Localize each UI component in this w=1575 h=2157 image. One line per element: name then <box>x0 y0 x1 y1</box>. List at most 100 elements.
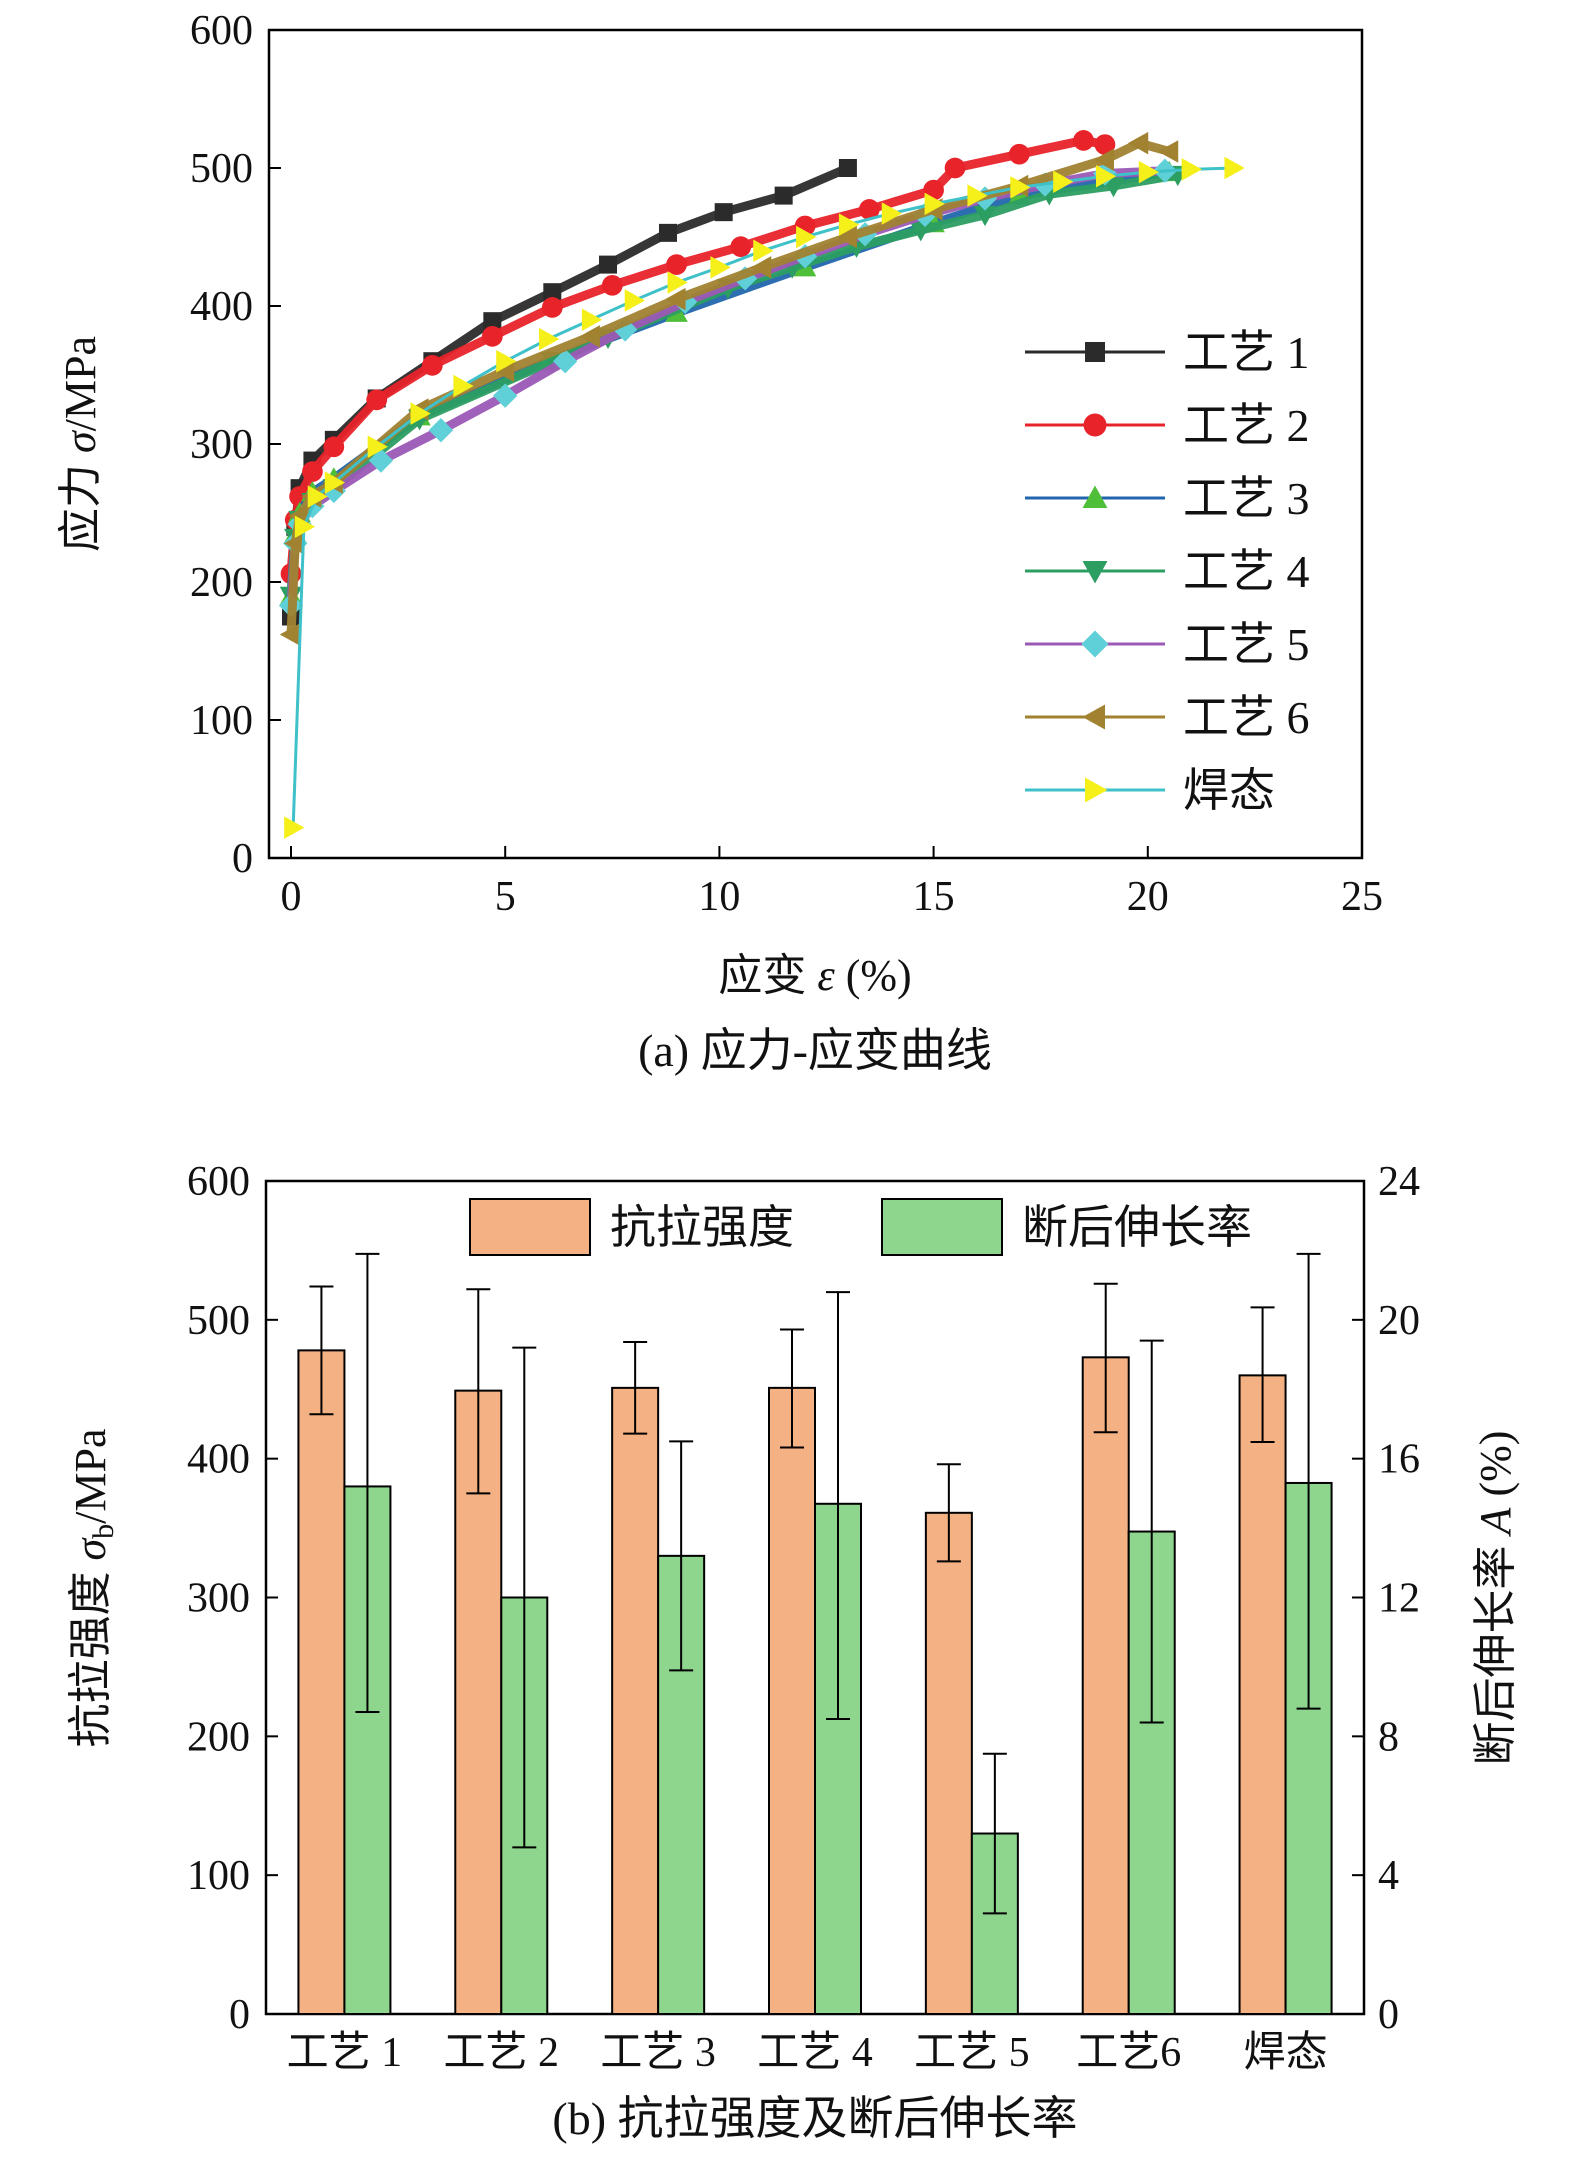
data-point-a <box>581 308 603 332</box>
legend-entry-a: 焊态 <box>1025 765 1275 816</box>
x-tick-label-b: 工艺6 <box>1076 2030 1181 2076</box>
legend-label-a: 焊态 <box>1183 765 1275 816</box>
legend-label-b: 抗拉强度 <box>610 1202 794 1253</box>
series-line-a <box>286 166 1170 610</box>
data-point-a <box>710 256 731 279</box>
legend-label-a: 工艺 3 <box>1183 473 1310 524</box>
data-point-a <box>973 205 997 227</box>
legend-marker-a <box>1082 561 1108 584</box>
plot-area-b <box>297 1252 1333 2016</box>
y2-tick-label-b: 0 <box>1378 1992 1399 2038</box>
data-point-a <box>1181 158 1202 181</box>
data-point-a <box>284 532 305 555</box>
y-tick-label-b: 500 <box>187 1298 250 1344</box>
data-point-a <box>730 236 752 258</box>
x-tick-label-b: 工艺 5 <box>914 2030 1030 2076</box>
x-tick-label-b: 工艺 3 <box>600 2030 716 2076</box>
data-point-a <box>836 225 857 249</box>
y-tick-label-b: 300 <box>187 1576 250 1622</box>
legend-marker-a <box>1081 630 1109 658</box>
x-tick-label-a: 25 <box>1341 874 1383 920</box>
data-point-a <box>796 225 817 249</box>
data-point-a <box>579 325 600 348</box>
data-point-a <box>1008 143 1030 165</box>
series-a-6 <box>284 156 1245 839</box>
data-point-a <box>666 254 687 275</box>
legend-a: 工艺 1 工艺 2 工艺 3 工艺 4 工艺 5 工艺 6 焊态 <box>1025 327 1310 816</box>
x-tick-label-b: 工艺 1 <box>287 2030 403 2076</box>
data-point-a <box>967 184 988 207</box>
y2-tick-label-b: 4 <box>1378 1853 1399 1899</box>
bar-b <box>1238 1374 1287 2016</box>
legend-marker-a <box>1085 342 1105 362</box>
data-point-a <box>422 354 443 376</box>
data-point-a <box>324 471 346 494</box>
series-line-a <box>286 167 1174 601</box>
y-tick-label-b: 100 <box>187 1853 250 1899</box>
x-axis-label-a: 应变 ε (%) <box>718 951 911 1000</box>
data-point-a <box>539 327 560 351</box>
data-point-a <box>599 255 618 274</box>
data-point-a <box>944 157 966 179</box>
series-a-1 <box>280 130 1116 585</box>
legend-entry-a: 工艺 5 <box>1025 619 1310 670</box>
bar-b <box>657 1554 706 2015</box>
legend-label-a: 工艺 4 <box>1183 546 1310 597</box>
data-point-a <box>858 199 880 220</box>
y-tick-label-a: 300 <box>190 422 253 468</box>
data-point-a <box>493 383 518 408</box>
legend-marker-a <box>1085 777 1108 803</box>
y2-tick-label-b: 12 <box>1378 1576 1420 1622</box>
legend-swatch-b <box>469 1198 591 1256</box>
legend-entry-b: 抗拉强度 <box>469 1198 794 1256</box>
data-point-a <box>483 312 502 331</box>
y-tick-label-a: 600 <box>190 8 253 54</box>
x-tick-label-a: 0 <box>281 874 302 920</box>
data-point-a <box>1053 170 1074 194</box>
data-point-a <box>496 349 517 373</box>
data-point-a <box>1010 176 1031 199</box>
data-point-a <box>302 461 323 482</box>
bar-b <box>768 1386 816 2015</box>
legend-marker-a <box>1082 704 1105 730</box>
data-point-a <box>1073 130 1094 151</box>
data-point-a <box>428 418 454 443</box>
x-tick-label-a: 15 <box>913 874 955 920</box>
data-point-a <box>750 256 772 279</box>
bar-b <box>611 1386 660 2015</box>
axes-b: 0 100 200 300 400 500 600 0 4 8 12 16 20 24 工艺 1 工艺 2 工艺… <box>187 1159 1420 2076</box>
bar-b <box>297 1349 346 2016</box>
y2-tick-label-b: 20 <box>1378 1298 1420 1344</box>
data-point-a <box>924 192 945 216</box>
y-tick-label-a: 400 <box>190 284 253 330</box>
series-b-0 <box>297 1282 1287 2016</box>
x-tick-label-b: 工艺 2 <box>444 2030 560 2076</box>
series-a-3 <box>279 165 1190 608</box>
caption-a: (a) 应力-应变曲线 <box>638 1025 992 1076</box>
x-tick-label-a: 5 <box>495 874 516 920</box>
axes-a: 0 5 10 15 20 25 0 100 200 300 400 500 600 <box>190 8 1383 920</box>
data-point-a <box>1127 131 1149 155</box>
data-point-a <box>774 186 793 205</box>
legend-marker-a <box>1083 413 1107 437</box>
y2-axis-label-b: 断后伸长率 A (%) <box>1471 1431 1520 1766</box>
data-point-a <box>658 223 677 242</box>
legend-swatch-b <box>881 1198 1003 1256</box>
data-point-a <box>543 283 562 302</box>
legend-entry-a: 工艺 2 <box>1025 400 1310 451</box>
y2-tick-label-b: 24 <box>1378 1159 1420 1205</box>
x-tick-label-a: 10 <box>698 874 740 920</box>
data-point-a <box>279 623 300 646</box>
legend-label-a: 工艺 1 <box>1183 327 1310 378</box>
x-tick-label-b: 工艺 4 <box>757 2030 873 2076</box>
data-point-a <box>1138 160 1160 184</box>
series-a-4 <box>278 158 1178 618</box>
y-tick-label-b: 0 <box>229 1992 250 2038</box>
y-tick-label-b: 200 <box>187 1714 250 1760</box>
data-point-a <box>601 274 623 296</box>
y2-tick-label-b: 16 <box>1378 1437 1420 1483</box>
legend-entry-a: 工艺 3 <box>1025 473 1310 524</box>
data-point-a <box>323 436 345 458</box>
y-tick-label-a: 100 <box>190 698 253 744</box>
